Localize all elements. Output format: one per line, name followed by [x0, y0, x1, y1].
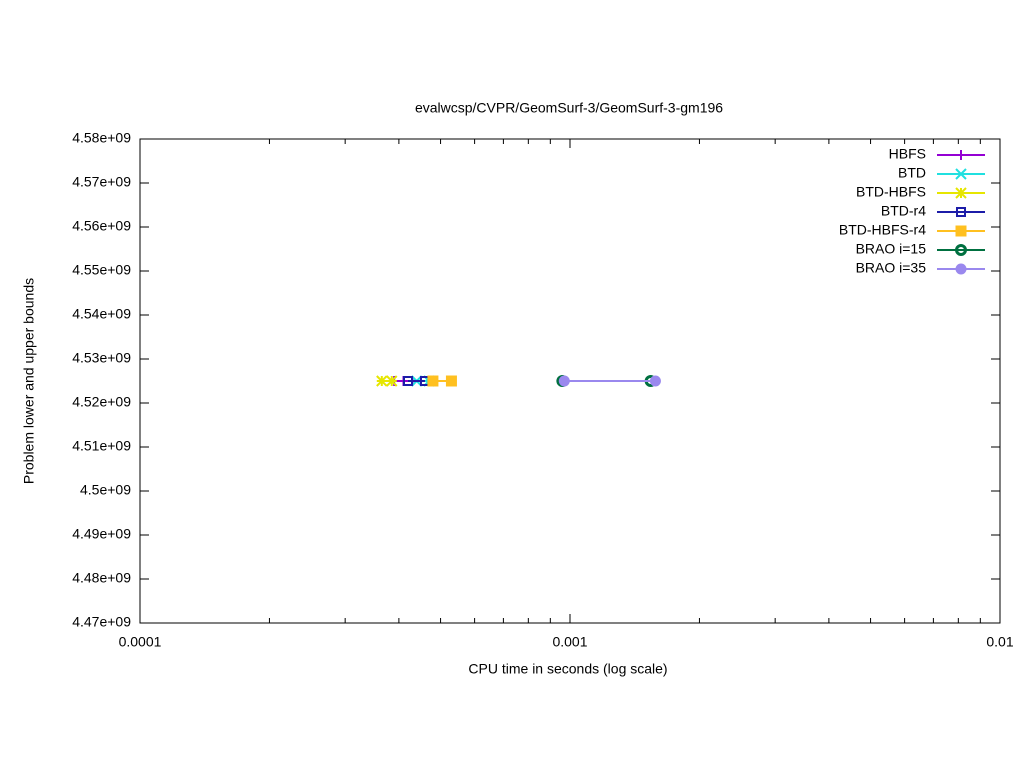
- data-point: [649, 375, 661, 387]
- x-axis-label: CPU time in seconds (log scale): [468, 661, 667, 677]
- data-point: [402, 376, 413, 386]
- y-tick-label: 4.53e+09: [72, 350, 131, 366]
- legend-label: BTD-HBFS: [856, 184, 926, 200]
- y-tick-label: 4.58e+09: [72, 130, 131, 146]
- y-tick-label: 4.56e+09: [72, 218, 131, 234]
- legend-marker: [956, 150, 966, 160]
- y-tick-label: 4.5e+09: [80, 482, 131, 498]
- data-point: [386, 375, 398, 387]
- legend-marker: [955, 225, 967, 237]
- y-tick-label: 4.49e+09: [72, 526, 131, 542]
- y-tick-label: 4.51e+09: [72, 438, 131, 454]
- chart-title: evalwcsp/CVPR/GeomSurf-3/GeomSurf-3-gm19…: [415, 100, 723, 116]
- y-tick-label: 4.54e+09: [72, 306, 131, 322]
- y-tick-label: 4.47e+09: [72, 614, 131, 630]
- legend-marker: [955, 263, 967, 275]
- x-tick-label: 0.001: [552, 634, 587, 650]
- y-tick-label: 4.52e+09: [72, 394, 131, 410]
- legend-label: BTD-HBFS-r4: [839, 222, 926, 238]
- y-tick-label: 4.48e+09: [72, 570, 131, 586]
- y-tick-label: 4.55e+09: [72, 262, 131, 278]
- data-point: [427, 375, 439, 387]
- data-point: [445, 375, 457, 387]
- x-tick-label: 0.0001: [119, 634, 162, 650]
- legend-label: BRAO i=35: [856, 260, 927, 276]
- legend-label: HBFS: [889, 146, 926, 162]
- legend-marker: [955, 168, 967, 180]
- data-point: [558, 375, 570, 387]
- legend-marker: [955, 187, 967, 199]
- legend-label: BTD-r4: [881, 203, 926, 219]
- x-tick-label: 0.01: [986, 634, 1013, 650]
- legend-label: BTD: [898, 165, 926, 181]
- data-point: [376, 375, 388, 387]
- legend-label: BRAO i=15: [856, 241, 927, 257]
- y-tick-label: 4.57e+09: [72, 174, 131, 190]
- legend-marker: [955, 244, 967, 256]
- y-axis-label: Problem lower and upper bounds: [21, 278, 37, 484]
- legend-marker: [956, 207, 966, 217]
